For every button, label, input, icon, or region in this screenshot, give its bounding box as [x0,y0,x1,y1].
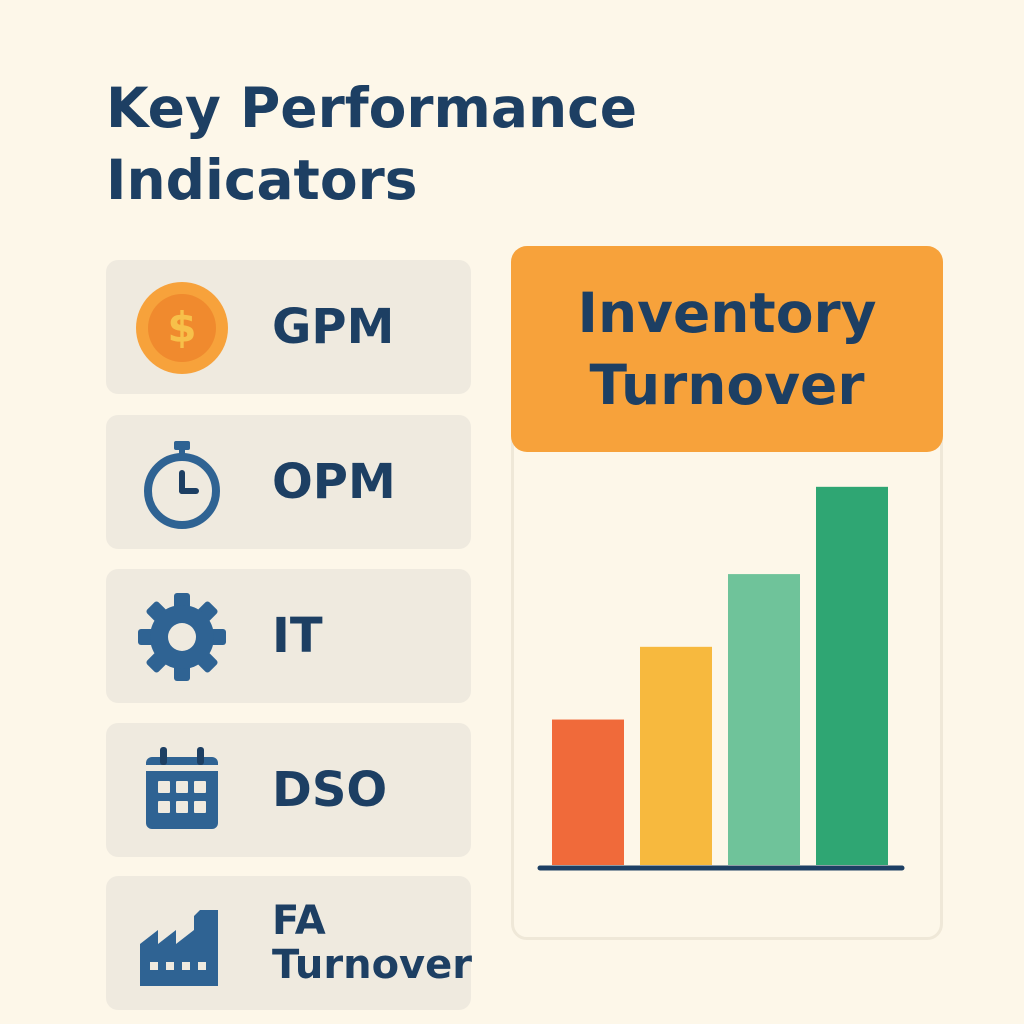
kpi-card-it[interactable]: IT [106,569,471,703]
panel-title-line2: Turnover [589,353,865,417]
chart-bar-1 [552,719,624,865]
page-title-line2: Indicators [106,148,418,212]
dollar-coin-icon: $ [134,280,230,376]
page-title: Key Performance Indicators [106,72,637,216]
kpi-label-gpm: GPM [272,299,395,355]
kpi-card-opm[interactable]: OPM [106,415,471,549]
kpi-label-opm: OPM [272,454,396,510]
kpi-card-fa-turnover[interactable]: FA Turnover [106,876,472,1010]
page-title-line1: Key Performance [106,76,638,140]
inventory-turnover-header: Inventory Turnover [511,246,943,452]
kpi-label-dso: DSO [272,762,388,818]
chart-bar-3 [728,574,800,865]
kpi-label-turnover: Turnover [272,942,472,988]
calendar-icon [134,743,230,839]
kpi-card-dso[interactable]: DSO [106,723,471,857]
kpi-card-gpm[interactable]: $ GPM [106,260,471,394]
kpi-label-fa-turnover: FA Turnover [272,876,472,1010]
kpi-label-it: IT [272,608,323,664]
gear-icon [134,589,230,685]
kpi-label-fa: FA [272,898,326,944]
inventory-turnover-chart [537,486,905,871]
chart-bar-2 [640,646,712,865]
panel-title-line1: Inventory [577,281,877,345]
chart-bar-4 [816,486,888,865]
svg-text:$: $ [167,303,196,352]
stopwatch-icon [134,435,230,531]
factory-icon [134,896,230,992]
